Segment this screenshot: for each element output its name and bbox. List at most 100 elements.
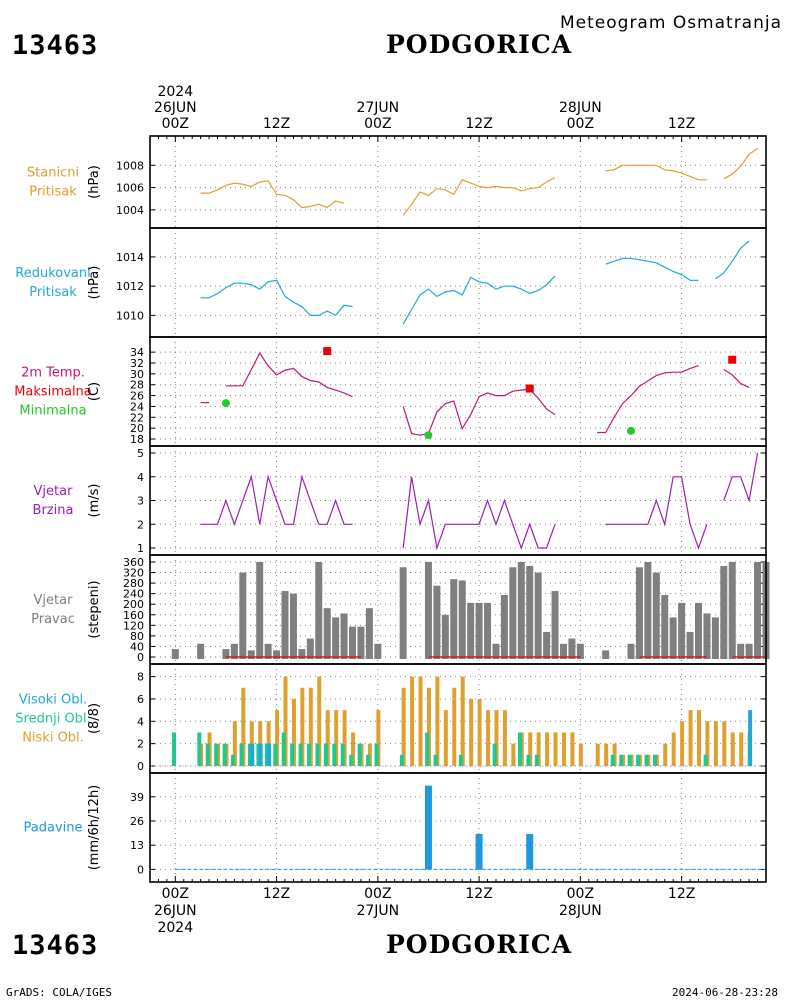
y-tick-label: 320 — [123, 567, 144, 580]
panel-label: Redukovani — [15, 266, 90, 281]
series-line — [723, 452, 759, 503]
cloud-mid-bar — [256, 743, 261, 766]
cloud-low-bar — [486, 710, 491, 766]
wind-direction-bar — [678, 602, 686, 659]
min-temp-marker — [424, 431, 433, 440]
panel-label: Pritisak — [29, 285, 77, 300]
cloud-mid-bar — [273, 743, 278, 766]
precip-bar — [424, 785, 432, 870]
top-time-label: 26JUN — [154, 100, 197, 116]
cloud-low-bar — [663, 743, 668, 766]
wind-direction-bar — [703, 613, 711, 659]
cloud-low-bar — [291, 698, 296, 766]
wind-direction-bar — [517, 562, 525, 659]
cloud-mid-bar — [264, 743, 269, 766]
series-line — [605, 257, 699, 281]
station-id-top: 13463 — [12, 30, 99, 61]
cloud-mid-bar — [222, 743, 227, 766]
wind-direction-bar — [644, 562, 652, 659]
cloud-low-bar — [469, 698, 474, 766]
cloud-low-bar — [680, 721, 685, 766]
top-time-label: 2024 — [157, 84, 193, 100]
cloud-high-bar — [258, 743, 263, 766]
cloud-mid-bar — [425, 732, 430, 766]
cloud-low-bar — [410, 676, 415, 766]
wind-direction-bar — [568, 638, 576, 659]
bottom-time-label: 00Z — [162, 886, 189, 902]
wind-direction-bar — [399, 567, 407, 659]
wind-direction-bar — [720, 565, 728, 659]
y-tick-label: 28 — [130, 379, 144, 392]
panel-label: Brzina — [33, 503, 74, 518]
cloud-high-bar — [748, 710, 753, 766]
panel-label: Vjetar — [34, 593, 74, 608]
cloud-mid-bar — [357, 743, 362, 766]
wind-direction-bar — [340, 613, 348, 659]
unit-label: (m/s) — [87, 484, 102, 518]
unit-label: (C) — [87, 382, 102, 401]
panel-label: Srednji Obl. — [15, 712, 90, 727]
bottom-time-label: 27JUN — [356, 903, 399, 919]
series-line — [200, 474, 353, 527]
cloud-low-bar — [553, 732, 558, 766]
cloud-low-bar — [443, 710, 448, 766]
wind-direction-bar — [728, 562, 736, 659]
cloud-low-bar — [325, 710, 330, 766]
station-name-bottom: PODGORICA — [386, 930, 573, 959]
min-temp-marker — [221, 399, 230, 408]
cloud-mid-bar — [340, 743, 345, 766]
cloud-low-bar — [671, 732, 676, 766]
top-time-label: 00Z — [364, 116, 391, 132]
precip-bar — [475, 834, 483, 870]
y-tick-label: 120 — [123, 619, 144, 632]
cloud-mid-bar — [298, 743, 303, 766]
bottom-time-label: 12Z — [263, 886, 290, 902]
top-time-label: 12Z — [263, 116, 290, 132]
cloud-mid-bar — [197, 732, 202, 766]
y-tick-label: 160 — [123, 609, 144, 622]
y-tick-label: 22 — [130, 411, 144, 424]
cloud-mid-bar — [332, 743, 337, 766]
bottom-time-label: 28JUN — [559, 903, 602, 919]
cloud-low-bar — [739, 732, 744, 766]
y-tick-label: 40 — [130, 640, 144, 653]
cloud-mid-bar — [517, 732, 522, 766]
y-tick-label: 2 — [137, 518, 144, 531]
y-tick-label: 80 — [130, 630, 144, 643]
cloud-low-bar — [511, 743, 516, 766]
cloud-low-bar — [713, 721, 718, 766]
wind-direction-bar — [357, 626, 365, 659]
wind-direction-bar — [424, 562, 432, 659]
series-line — [597, 365, 699, 434]
cloud-mid-bar — [374, 743, 379, 766]
cloud-mid-bar — [172, 732, 177, 766]
y-tick-label: 1012 — [116, 280, 144, 293]
cloud-low-bar — [688, 710, 693, 766]
wind-direction-bar — [374, 643, 382, 659]
y-tick-label: 3 — [137, 495, 144, 508]
y-tick-label: 13 — [130, 839, 144, 852]
panel-precip: 0 13 26 39 Padavine (mm/6h/12h) — [24, 772, 767, 883]
panel-clouds: 0 2 4 6 8 Visoki Obl. Srednji Obl. Niski Obl.(8… — [15, 663, 767, 774]
wind-direction-bar — [467, 602, 475, 659]
wind-direction-bar — [661, 594, 669, 659]
wind-direction-bar — [635, 567, 643, 659]
wind-direction-bar — [433, 585, 441, 659]
cloud-mid-bar — [239, 743, 244, 766]
cloud-mid-bar — [281, 732, 286, 766]
cloud-low-bar — [696, 710, 701, 766]
cloud-low-bar — [528, 732, 533, 766]
series-line — [200, 180, 345, 209]
y-tick-label: 8 — [137, 671, 144, 684]
panel-label: Stanicni — [27, 166, 79, 181]
wind-direction-bar — [543, 631, 551, 659]
panel-wind: 1 2 3 4 5 Vjetar Brzina (m/s) — [33, 445, 767, 556]
cloud-mid-bar — [653, 754, 658, 766]
y-tick-label: 0 — [137, 651, 144, 664]
bottom-time-label: 2024 — [157, 920, 193, 936]
max-temp-marker — [728, 355, 737, 364]
wind-direction-bar — [247, 650, 255, 659]
top-time-label: 27JUN — [356, 100, 399, 116]
